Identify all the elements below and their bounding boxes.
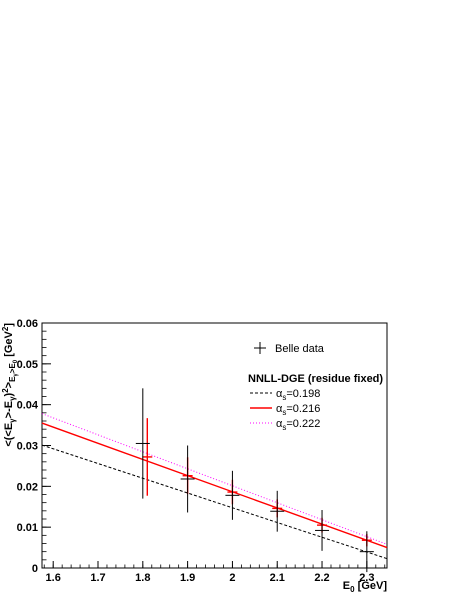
x-tick-label: 1.6: [46, 572, 61, 584]
y-tick-label: 0: [32, 563, 38, 575]
y-tick-label: 0.03: [17, 441, 38, 453]
legend-entry-alpha-0222: αs=0.222: [250, 418, 320, 432]
legend-header: NNLL-DGE (residue fixed): [248, 373, 383, 385]
x-axis-title: E0 [GeV]: [343, 580, 388, 594]
axes-layer: 1.6 1.7 1.8 1.9 2 2.1 2.2 2.3 0 0.01 0.02 0.03 0.04 0…: [17, 318, 386, 584]
legend-label-belle-data: Belle data: [275, 343, 325, 355]
series-layer: [41, 388, 388, 573]
series-line--s-0-222: [41, 413, 388, 545]
y-tick-label: 0.04: [17, 400, 39, 412]
series-line--s-0-198: [41, 444, 388, 560]
x-tick-label: 1.9: [180, 572, 195, 584]
series-line--s-0-216: [41, 422, 388, 549]
y-tick-label: 0.01: [17, 522, 38, 534]
y-axis-title: <(<Eγ>-Eγ)2>Eγ>E0 [GeV2]: [1, 323, 19, 447]
x-tick-label: 2: [229, 572, 235, 584]
y-tick-label: 0.06: [17, 318, 38, 330]
legend-entry-belle-data: Belle data: [254, 342, 325, 355]
x-tick-label: 2.2: [314, 572, 329, 584]
x-tick-label: 2.1: [270, 572, 285, 584]
y-tick-label: 0.02: [17, 481, 38, 493]
legend-label-alpha-0198: αs=0.198: [276, 388, 320, 402]
x-tick-label: 1.8: [135, 572, 150, 584]
legend-label-alpha-0216: αs=0.216: [276, 403, 320, 417]
x-tick-label: 1.7: [90, 572, 105, 584]
y-tick-label: 0.05: [17, 359, 38, 371]
legend-entry-alpha-0198: αs=0.198: [250, 388, 320, 402]
legend-entry-alpha-0216: αs=0.216: [250, 403, 320, 417]
legend-label-alpha-0222: αs=0.222: [276, 418, 320, 432]
plot-frame: [41, 322, 388, 569]
x-tick-label: 2.3: [359, 572, 374, 584]
legend: Belle data NNLL-DGE (residue fixed) αs=0…: [248, 342, 383, 432]
